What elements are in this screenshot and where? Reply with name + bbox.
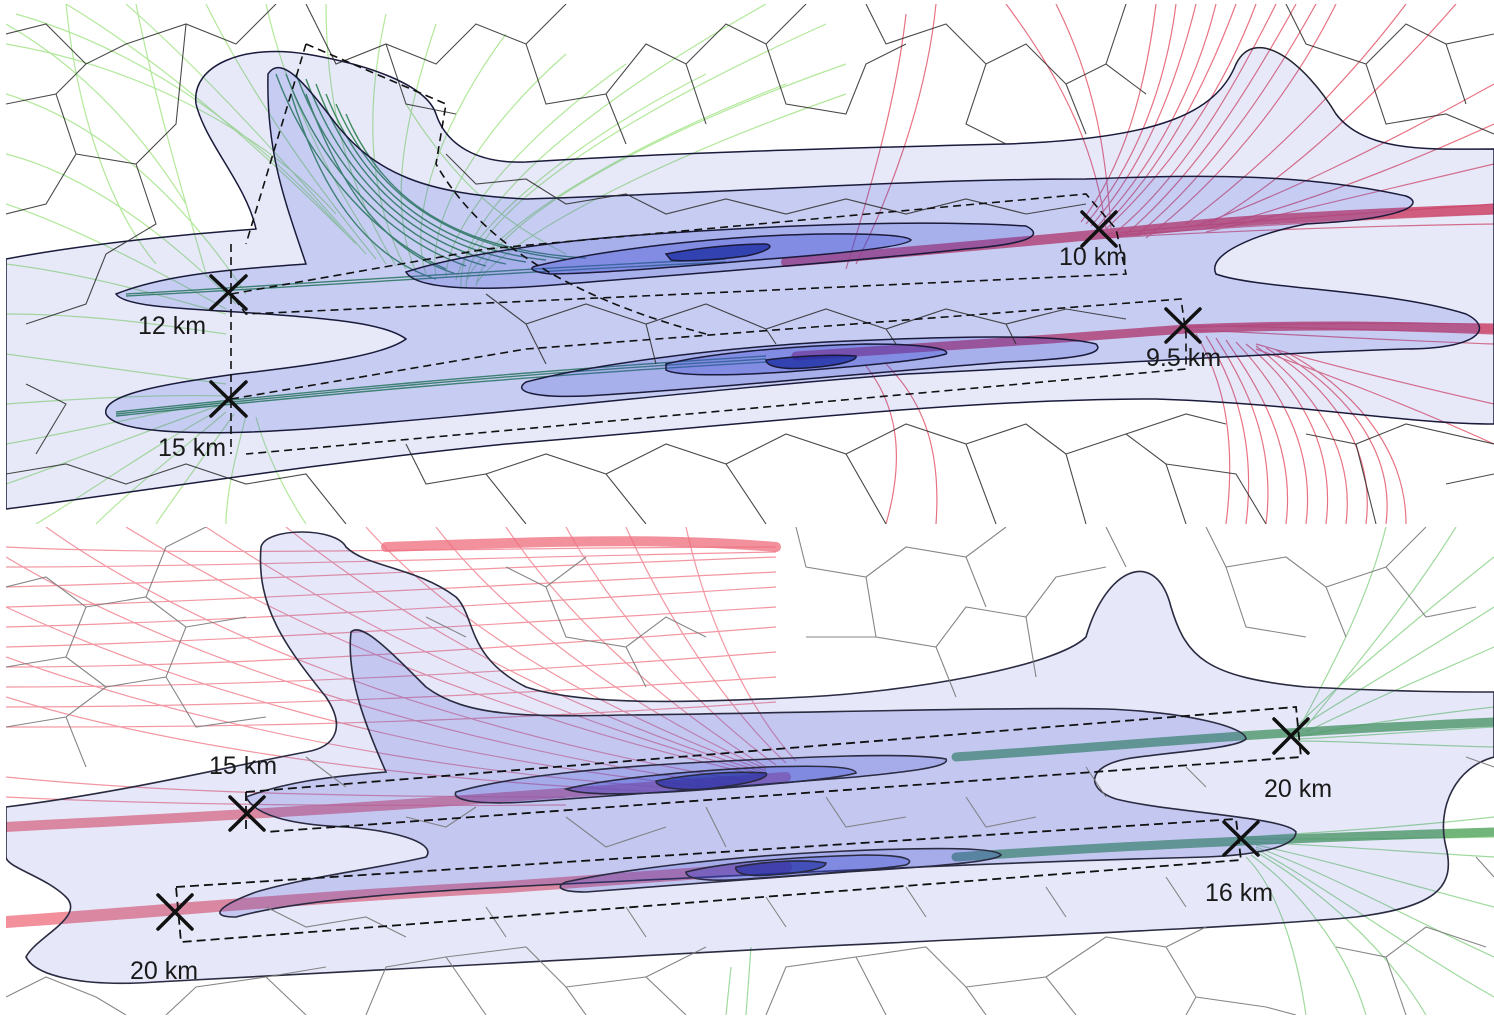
label-9-5km: 9.5 km [1146,344,1221,372]
contour-regions [6,47,1494,510]
x-marker-20km-left [156,893,194,931]
x-markers [209,210,1202,418]
label-16km: 16 km [1205,879,1273,907]
red-tracks [845,4,1494,524]
map-bottom-svg: 15 km 20 km 20 km 16 km [6,527,1494,1015]
x-marker-15km-b [228,795,266,832]
label-10km: 10 km [1059,243,1127,271]
label-20km-left: 20 km [130,957,198,985]
x-markers-bottom [156,717,1310,931]
cell-borders-bottom [6,527,1494,1015]
label-20km-right: 20 km [1264,775,1332,803]
cell-borders [6,4,1494,524]
x-marker-20km-right [1272,717,1310,755]
green-tracks-light [6,4,847,524]
x-marker-12km [209,274,248,311]
x-marker-16km [1222,820,1260,857]
label-15km-b: 15 km [209,752,277,780]
label-12km: 12 km [138,312,206,340]
dashed-routes [229,43,1187,455]
x-marker-15km [209,380,248,418]
contour-regions-bottom [6,531,1494,985]
label-15km: 15 km [158,434,226,462]
x-marker-10km [1080,210,1118,248]
map-top-svg: 12 km 15 km 10 km 9.5 km [6,4,1494,524]
green-bands-bottom [951,717,1494,862]
map-panel-bottom: 15 km 20 km 20 km 16 km [6,527,1494,1015]
map-panel-top: 12 km 15 km 10 km 9.5 km [6,4,1494,524]
x-marker-9-5km [1164,307,1202,344]
